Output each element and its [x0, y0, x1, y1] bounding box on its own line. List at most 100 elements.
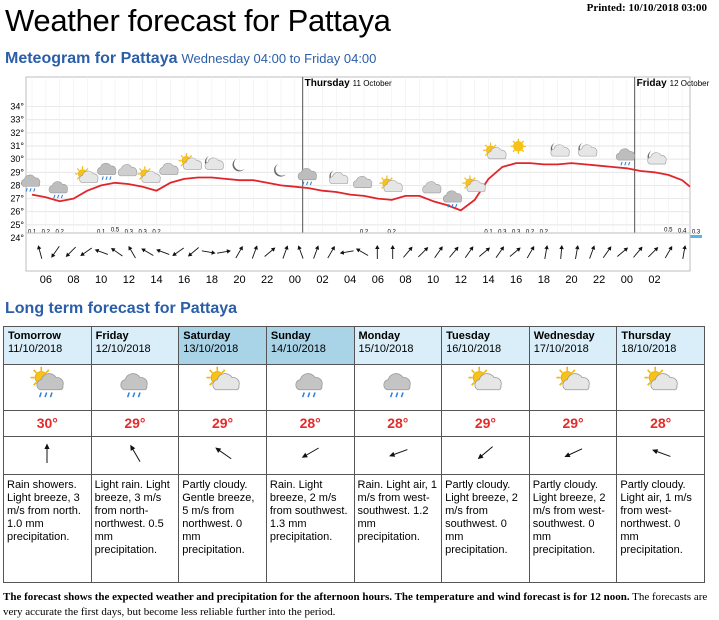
cloudy-rain-icon [295, 373, 323, 398]
wind-arrow-icon [94, 248, 109, 255]
wind-arrow-head [301, 452, 309, 458]
x-tick-label: 16 [510, 274, 522, 286]
cloud-shape [295, 373, 323, 391]
weather-icon-cell [265, 364, 355, 411]
wind-arrow-group [651, 449, 671, 457]
day-temperature: 28° [650, 415, 672, 431]
light-rain-icon [48, 181, 68, 199]
cloud-shape [353, 176, 373, 188]
wind-arrow-icon [375, 245, 380, 259]
wind-arrow-icon [479, 247, 491, 257]
wind-arrow-icon [526, 245, 535, 259]
wind-arrow-icon [141, 248, 154, 256]
cloud-shape [383, 373, 411, 391]
partly-cloudy-night-icon [578, 142, 598, 157]
day-header: Friday 12/10/2018 [90, 326, 180, 365]
raindrop [44, 392, 48, 398]
day-temperature: 30° [36, 415, 58, 431]
wind-cell [265, 436, 355, 475]
raindrop [50, 392, 54, 398]
sun-ray [471, 381, 476, 386]
raindrop [29, 188, 32, 192]
wind-arrow-head [564, 452, 571, 458]
day-date: 15/10/2018 [358, 343, 414, 355]
cloud-shape [487, 147, 507, 160]
wind-arrow-head [408, 246, 413, 252]
wind-arrow-icon [201, 250, 216, 255]
wind-arrow-group [301, 447, 320, 458]
x-tick-label: 14 [150, 274, 162, 286]
day-date: 14/10/2018 [270, 343, 326, 355]
wind-arrow-icon [214, 447, 232, 460]
raindrop [39, 392, 43, 398]
day-temperature: 29° [474, 415, 497, 431]
moon-shape [274, 163, 286, 177]
partly-cloudy-night-icon [647, 150, 667, 165]
wind-arrow-head [454, 246, 459, 252]
day-header: Thursday 18/10/2018 [616, 326, 705, 365]
raindrop [455, 203, 458, 208]
x-tick-label: 08 [399, 274, 411, 286]
day-temperature: 29° [211, 415, 234, 431]
description-cell: Partly cloudy. Light breeze, 2 m/s from … [441, 474, 530, 583]
wind-arrow-head [141, 248, 146, 253]
cloud-shape [36, 373, 64, 391]
day-weather-icon [295, 373, 323, 398]
wind-arrow-head [130, 444, 136, 451]
footer-bold-text: The forecast shows the expected weather … [3, 591, 630, 603]
partly-cloudy-sun-icon [379, 175, 403, 192]
day-header: Tuesday 16/10/2018 [441, 326, 530, 365]
day-temperature: 29° [562, 415, 584, 431]
raindrop [60, 194, 64, 199]
wind-arrow-icon [217, 249, 231, 254]
wind-arrow-icon [648, 247, 659, 258]
raindrop [137, 392, 141, 398]
wind-arrow-icon [564, 448, 583, 458]
description-cell: Partly cloudy. Gentle breeze, 5 m/s from… [178, 474, 267, 583]
wind-arrow-head [94, 248, 100, 254]
wind-arrow-head [375, 245, 380, 249]
x-tick-label: 20 [233, 274, 245, 286]
sun-ray [33, 369, 38, 374]
wind-arrow-icon [251, 245, 258, 259]
sun-ray [139, 176, 142, 180]
day-label-date: 12 October [670, 79, 710, 88]
long-term-title: Long term forecast for Pattaya [5, 300, 238, 317]
wind-arrow-icon [449, 246, 459, 258]
day-date: 11/10/2018 [8, 343, 63, 355]
wind-arrow-icon [418, 247, 429, 258]
cloud-shape [647, 152, 667, 165]
wind-cell [353, 436, 443, 475]
wind-arrow-head [668, 245, 673, 251]
wind-arrow-icon [301, 447, 320, 458]
x-tick-label: 14 [482, 274, 494, 286]
y-tick-label: 27° [10, 194, 24, 204]
wind-arrow-icon [282, 245, 289, 259]
wind-arrow-head [638, 246, 643, 252]
sun-ray [471, 369, 476, 374]
wind-arrow-head [187, 252, 193, 257]
raindrop [25, 188, 28, 192]
day-header: Sunday 14/10/2018 [265, 326, 355, 365]
wind-arrow-head [65, 252, 71, 257]
wind-arrow-group [44, 443, 50, 463]
precip-label: 0.3 [692, 230, 701, 236]
wind-arrow-head [37, 245, 42, 250]
raindrop [307, 392, 311, 398]
wind-arrow-icon [37, 245, 43, 259]
cloudy-icon [353, 176, 373, 188]
sun-ray [512, 140, 516, 144]
wind-arrow-head [284, 245, 289, 250]
temperature-cell: 29° [90, 410, 180, 437]
wind-arrow-head [478, 453, 485, 460]
long-term-table: Tomorrow 11/10/2018 Friday 12/10/2018 Saturd… [3, 326, 705, 583]
cloud-shape [212, 373, 240, 391]
wind-cell [3, 436, 92, 475]
weather-icon-cell [528, 364, 618, 411]
wind-arrow-head [590, 245, 596, 250]
cloud-shape [159, 162, 179, 175]
day-header: Wednesday 17/10/2018 [528, 326, 618, 365]
day-date: 12/10/2018 [95, 343, 151, 355]
cloud-shape [383, 179, 403, 192]
day-temperature: 28° [299, 415, 321, 431]
